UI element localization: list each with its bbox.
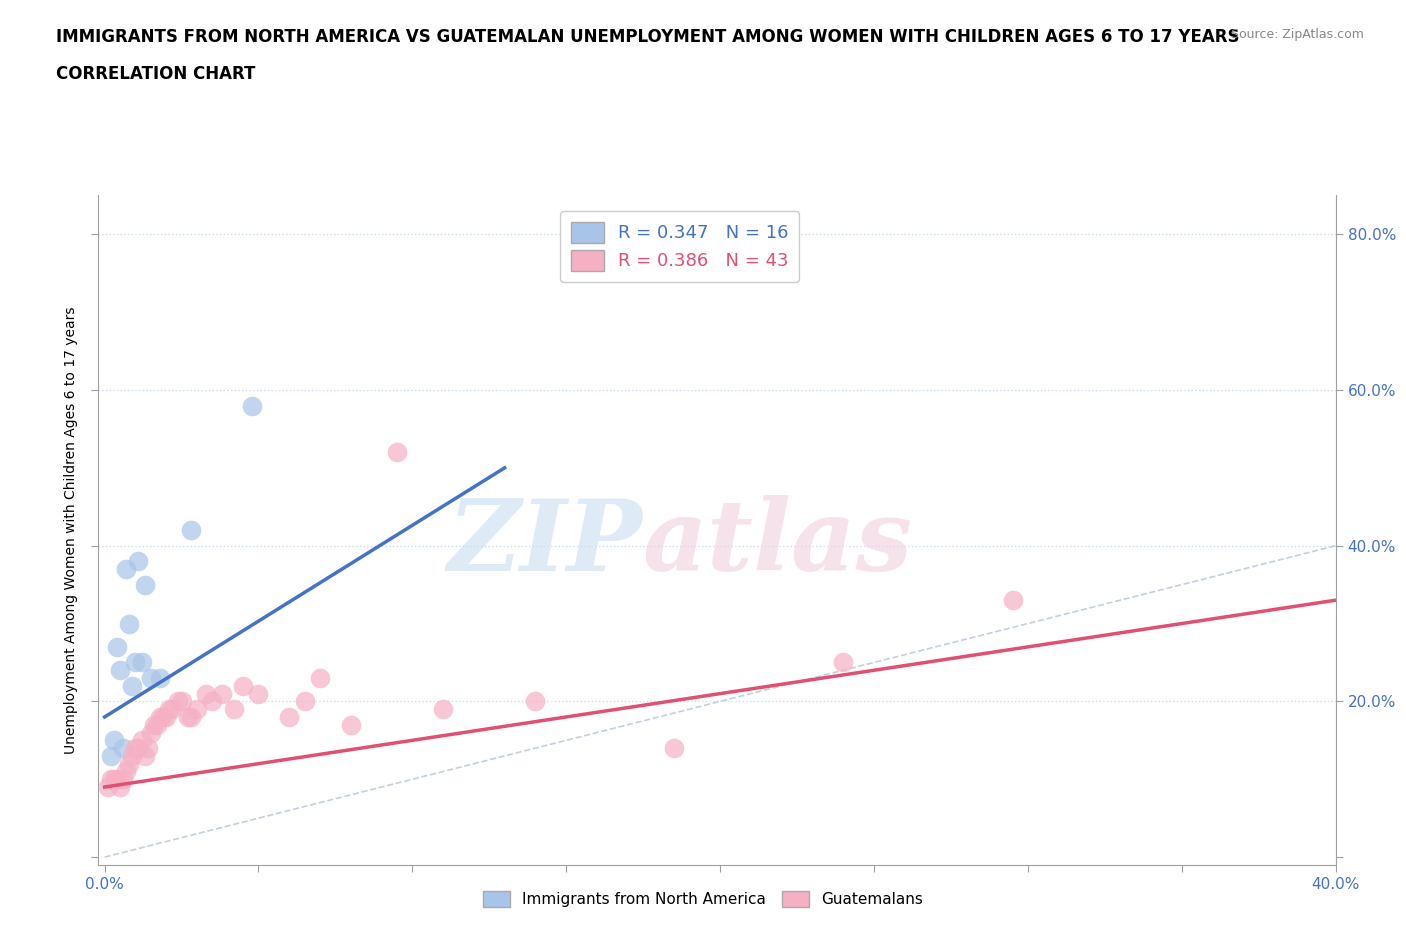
Point: [247, 686, 270, 701]
Text: Source: ZipAtlas.com: Source: ZipAtlas.com: [1230, 28, 1364, 41]
Point: [100, 749, 122, 764]
Point: [170, 694, 193, 709]
Point: [180, 710, 202, 724]
Point: [152, 710, 174, 724]
Point: [1001, 592, 1024, 607]
Point: [103, 772, 125, 787]
Point: [180, 523, 202, 538]
Point: [112, 740, 135, 755]
Point: [149, 671, 172, 685]
Point: [157, 702, 180, 717]
Point: [176, 710, 198, 724]
Point: [112, 772, 135, 787]
Point: [121, 749, 143, 764]
Point: [124, 655, 146, 670]
Point: [97, 779, 120, 794]
Point: [232, 678, 254, 693]
Point: [121, 678, 143, 693]
Point: [131, 733, 153, 748]
Y-axis label: Unemployment Among Women with Children Ages 6 to 17 years: Unemployment Among Women with Children A…: [65, 306, 79, 754]
Point: [127, 740, 149, 755]
Point: [115, 764, 138, 779]
Point: [142, 717, 165, 732]
Point: [195, 686, 218, 701]
Point: [108, 779, 131, 794]
Point: [108, 663, 131, 678]
Point: [201, 694, 224, 709]
Point: [162, 702, 184, 717]
Point: [131, 655, 153, 670]
Point: [385, 445, 408, 459]
Point: [103, 733, 125, 748]
Point: [294, 694, 316, 709]
Point: [139, 725, 162, 740]
Text: IMMIGRANTS FROM NORTH AMERICA VS GUATEMALAN UNEMPLOYMENT AMONG WOMEN WITH CHILDR: IMMIGRANTS FROM NORTH AMERICA VS GUATEMA…: [56, 28, 1240, 46]
Point: [100, 772, 122, 787]
Point: [278, 710, 301, 724]
Point: [432, 702, 454, 717]
Point: [211, 686, 233, 701]
Point: [524, 694, 547, 709]
Legend: R = 0.347   N = 16, R = 0.386   N = 43: R = 0.347 N = 16, R = 0.386 N = 43: [561, 211, 800, 282]
Point: [105, 772, 128, 787]
Point: [139, 671, 162, 685]
Point: [115, 562, 138, 577]
Point: [340, 717, 363, 732]
Point: [124, 740, 146, 755]
Point: [105, 640, 128, 655]
Point: [662, 740, 685, 755]
Point: [240, 398, 263, 413]
Legend: Immigrants from North America, Guatemalans: Immigrants from North America, Guatemala…: [477, 884, 929, 913]
Point: [118, 616, 141, 631]
Point: [134, 749, 156, 764]
Point: [186, 702, 208, 717]
Point: [309, 671, 332, 685]
Text: CORRELATION CHART: CORRELATION CHART: [56, 65, 256, 83]
Point: [222, 702, 245, 717]
Point: [127, 553, 149, 568]
Text: atlas: atlas: [643, 496, 912, 591]
Point: [155, 710, 177, 724]
Point: [136, 740, 159, 755]
Point: [146, 717, 169, 732]
Point: [134, 578, 156, 592]
Point: [149, 710, 172, 724]
Point: [832, 655, 855, 670]
Point: [118, 756, 141, 771]
Text: ZIP: ZIP: [449, 496, 643, 591]
Point: [167, 694, 190, 709]
